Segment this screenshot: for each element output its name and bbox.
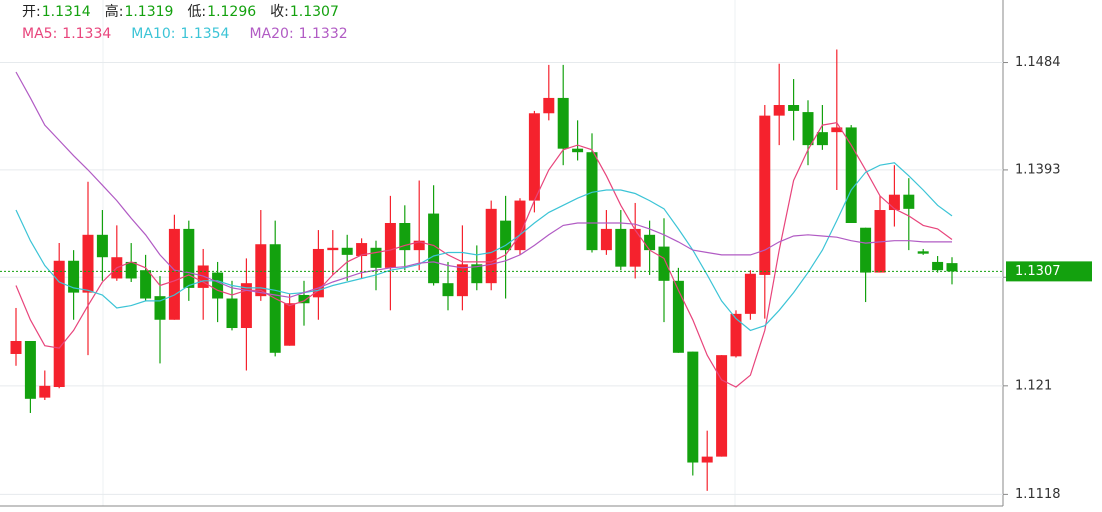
candle-body — [442, 283, 454, 297]
candle-body — [888, 194, 900, 211]
y-tick-label: 1.121 — [1015, 378, 1052, 393]
header-label: 高: — [105, 3, 124, 20]
candle-body — [327, 247, 339, 251]
candle-body — [471, 264, 483, 284]
candle-body — [140, 270, 152, 299]
candle-body — [514, 200, 526, 251]
candle-body — [341, 247, 353, 255]
candle-body — [586, 152, 598, 251]
candle-body — [53, 260, 65, 388]
header-value: 1.1307 — [290, 4, 339, 20]
candle-body — [485, 208, 497, 284]
y-tick-label: 1.1393 — [1015, 162, 1061, 177]
candle-body — [183, 228, 195, 288]
candle-body — [687, 351, 699, 463]
candle-body — [370, 247, 382, 268]
candle-body — [384, 223, 396, 268]
candle-body — [456, 264, 468, 297]
candle-body — [557, 97, 569, 149]
candle-body — [543, 97, 555, 114]
candle-body — [802, 112, 814, 146]
candle-body — [759, 115, 771, 275]
y-tick-label: 1.1484 — [1015, 55, 1061, 70]
candle-body — [212, 272, 224, 299]
header-value: 1.1296 — [207, 4, 256, 20]
grid — [0, 62, 1003, 495]
candle-body — [24, 340, 36, 399]
candle-body — [240, 283, 252, 329]
candle-body — [500, 220, 512, 251]
candle-body — [68, 260, 80, 293]
candle-body — [716, 355, 728, 457]
header-label: 收: — [270, 4, 289, 20]
candle-body — [168, 228, 180, 320]
candle-body — [226, 298, 238, 329]
candle-body — [672, 280, 684, 353]
candle-body — [903, 194, 915, 209]
candle-body — [600, 228, 612, 251]
candle-body — [874, 210, 886, 273]
candle-body — [39, 385, 51, 398]
candle-body — [744, 273, 756, 314]
legend-value: 1.1334 — [62, 26, 111, 42]
candle-body — [860, 227, 872, 273]
candle-body — [284, 303, 296, 346]
candle-body — [816, 132, 828, 146]
candle-body — [399, 223, 411, 251]
last-price-tag — [1006, 261, 1092, 282]
candle-body — [428, 213, 440, 284]
candle-body — [845, 127, 857, 224]
header-label: 开: — [22, 4, 41, 20]
header-value: 1.1319 — [124, 4, 173, 20]
candle-body — [730, 313, 742, 357]
y-tick-label: 1.1118 — [1015, 487, 1061, 502]
candle-body — [96, 234, 108, 258]
candle-body — [528, 113, 540, 201]
last-price-label: 1.1307 — [1015, 264, 1061, 279]
candle-body — [125, 261, 137, 279]
candle-body — [658, 246, 670, 281]
candle-body — [644, 234, 656, 251]
candle-body — [773, 105, 785, 116]
legend-label: MA5: — [22, 26, 57, 42]
ma-line — [15, 162, 953, 332]
candle-body — [629, 228, 641, 267]
candle-body — [356, 243, 368, 257]
header: 开: 1.1314 高: 1.1319 低: 1.1296 收: 1.1307 MA5: 1.13… — [22, 3, 348, 42]
candle-body — [10, 340, 22, 354]
candle-body — [932, 261, 944, 271]
candle-body — [154, 296, 166, 320]
header-label: 低: — [187, 4, 206, 20]
candle-body — [946, 263, 958, 272]
candle-body — [413, 240, 425, 251]
candle-body — [572, 148, 584, 153]
candle-body — [917, 251, 929, 254]
ma-line — [15, 71, 952, 298]
legend-label: MA10: — [131, 26, 175, 42]
ma-line — [15, 122, 953, 388]
marks — [0, 49, 1003, 491]
candle-body — [255, 244, 267, 297]
legend-label: MA20: — [249, 26, 293, 42]
candle-body — [788, 105, 800, 111]
candle-body — [615, 228, 627, 267]
candle-body — [831, 127, 843, 133]
header-value: 1.1314 — [42, 4, 91, 20]
candle-body — [701, 456, 713, 463]
candle-body — [312, 248, 324, 298]
legend-value: 1.1354 — [180, 26, 229, 42]
candle-body — [82, 234, 94, 293]
candle-body — [298, 294, 310, 304]
legend-value: 1.1332 — [299, 26, 348, 42]
